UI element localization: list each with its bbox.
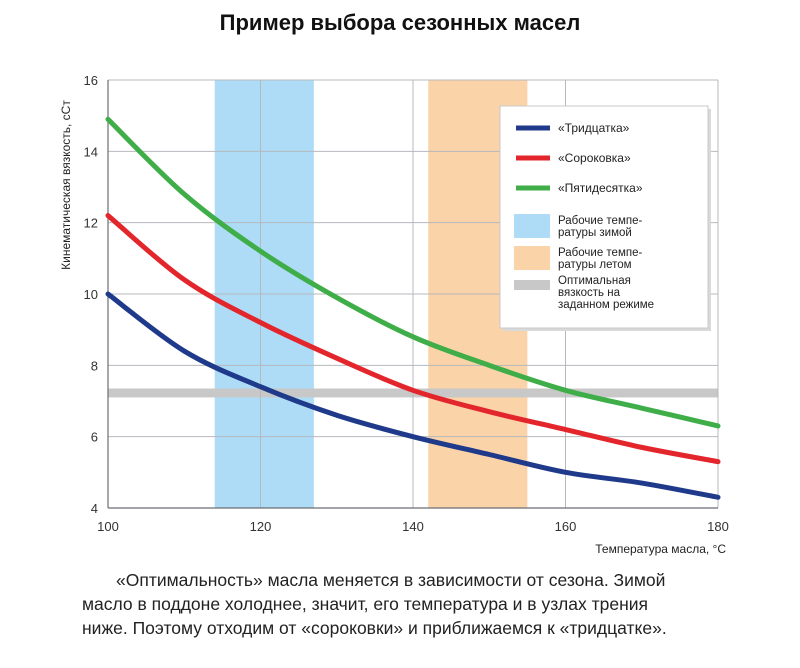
- legend-label: заданном режиме: [558, 299, 654, 311]
- x-tick-label: 120: [250, 519, 272, 534]
- caption-line: масло в поддоне холоднее, значит, его те…: [82, 594, 648, 614]
- y-tick-label: 10: [84, 287, 98, 302]
- legend: «Тридцатка» «Сороковка» «Пятидесятка» Рабоч…: [499, 105, 711, 331]
- y-tick-label: 14: [84, 144, 98, 159]
- legend-label: «Сороковка»: [558, 151, 631, 165]
- legend-swatch-band: [514, 280, 550, 290]
- legend-label: «Пятидесятка»: [558, 181, 643, 195]
- x-tick-label: 180: [707, 519, 729, 534]
- legend-label: Рабочие темпе-: [558, 247, 642, 259]
- x-tick-label: 140: [402, 519, 424, 534]
- series-line-2: [105, 116, 721, 429]
- legend-label: ратуры летом: [558, 259, 632, 271]
- caption-line: ниже. Поэтому отходим от «сороковки» и п…: [82, 618, 667, 638]
- x-tick-label: 160: [555, 519, 577, 534]
- series-line-0: [105, 291, 721, 500]
- x-tick-label: 100: [97, 519, 119, 534]
- y-tick-label: 6: [91, 430, 98, 445]
- ticks-layer: 100 120 140 160 180 4 6 8 10 12 14 16: [84, 73, 729, 534]
- x-axis-label: Температура масла, °С: [595, 542, 726, 556]
- y-tick-label: 12: [84, 216, 98, 231]
- legend-label: Оптимальная: [558, 275, 631, 287]
- legend-swatch-band: [514, 246, 550, 270]
- caption-line: «Оптимальность» масла меняется в зависим…: [116, 570, 666, 590]
- series-line-1: [105, 213, 721, 465]
- legend-label: «Тридцатка»: [558, 121, 630, 135]
- legend-label: ратуры зимой: [558, 227, 632, 239]
- chart-title: Пример выбора сезонных масел: [219, 10, 581, 35]
- caption: «Оптимальность» масла меняется в зависим…: [82, 568, 762, 640]
- y-tick-label: 8: [91, 358, 98, 373]
- y-axis-label: Кинематическая вязкость, сСт: [59, 100, 73, 270]
- legend-swatch-band: [514, 214, 550, 238]
- legend-label: Рабочие темпе-: [558, 215, 642, 227]
- legend-label: вязкость на: [558, 287, 621, 299]
- y-tick-label: 4: [91, 501, 98, 516]
- series-layer: [105, 116, 721, 500]
- y-tick-label: 16: [84, 73, 98, 88]
